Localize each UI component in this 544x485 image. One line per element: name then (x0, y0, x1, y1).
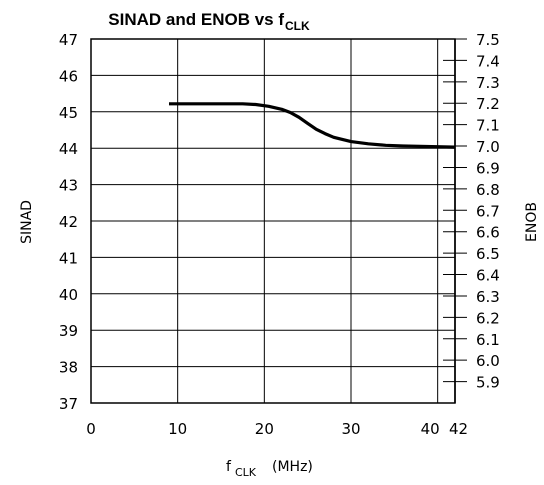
y2-tick-label: 7.0 (476, 138, 500, 156)
x-tick-label: 40 (421, 420, 440, 438)
series-line-1 (169, 102, 456, 149)
y-tick-label: 41 (59, 249, 78, 267)
data-series (169, 102, 456, 149)
y-tick-label: 44 (59, 140, 78, 158)
y2-tick-label: 6.0 (476, 352, 500, 370)
grid-lines (91, 39, 455, 403)
y-tick-label: 46 (59, 67, 78, 85)
x-tick-label: 30 (341, 420, 360, 438)
y2-tick-label: 6.1 (476, 331, 500, 349)
y2-tick-label: 6.9 (476, 159, 500, 177)
chart-title-subscript: CLK (285, 19, 310, 33)
y2-tick-label: 6.7 (476, 202, 500, 220)
y2-tick-label: 6.4 (476, 267, 500, 285)
y-tick-label: 47 (59, 31, 78, 49)
y2-tick-label: 7.3 (476, 74, 500, 92)
x-tick-label: 0 (86, 420, 96, 438)
y2-tick-label: 7.1 (476, 117, 500, 135)
y-tick-label: 40 (59, 286, 78, 304)
y2-axis-ticks: 5.9 6.0 6.1 6.2 6.3 6.4 6.5 6.6 6.7 6.8 6.9 7.0 7.1 7… (443, 31, 500, 403)
y2-tick-label: 6.3 (476, 288, 500, 306)
y-axis-ticks: 37 38 39 40 41 42 43 44 45 46 47 (59, 31, 78, 413)
x-axis-label-unit: (MHz) (272, 459, 313, 475)
y-tick-label: 37 (59, 395, 78, 413)
y-tick-label: 45 (59, 104, 78, 122)
x-axis-ticks: 0 10 20 30 40 42 (86, 420, 468, 438)
y2-tick-label: 7.4 (476, 52, 500, 70)
x-axis-label-subscript: CLK (235, 466, 257, 479)
y2-tick-label: 6.8 (476, 181, 500, 199)
y2-tick-label: 7.2 (476, 95, 500, 113)
y-tick-label: 38 (59, 359, 78, 377)
y2-tick-label: 6.2 (476, 309, 500, 327)
x-tick-label: 42 (449, 420, 468, 438)
y2-tick-label: 6.5 (476, 245, 500, 263)
y-axis-label: SINAD (19, 200, 35, 244)
x-tick-label: 20 (255, 420, 274, 438)
x-axis-label: f (226, 459, 232, 475)
y-tick-label: 43 (59, 177, 78, 195)
y2-tick-label: 7.5 (476, 31, 500, 49)
x-tick-label: 10 (168, 420, 187, 438)
chart-title: SINAD and ENOB vs f (108, 10, 284, 29)
y-tick-label: 39 (59, 322, 78, 340)
y2-axis-label: ENOB (524, 202, 540, 242)
y2-tick-label: 5.9 (476, 374, 500, 392)
y2-tick-label: 6.6 (476, 224, 500, 242)
y-tick-label: 42 (59, 213, 78, 231)
